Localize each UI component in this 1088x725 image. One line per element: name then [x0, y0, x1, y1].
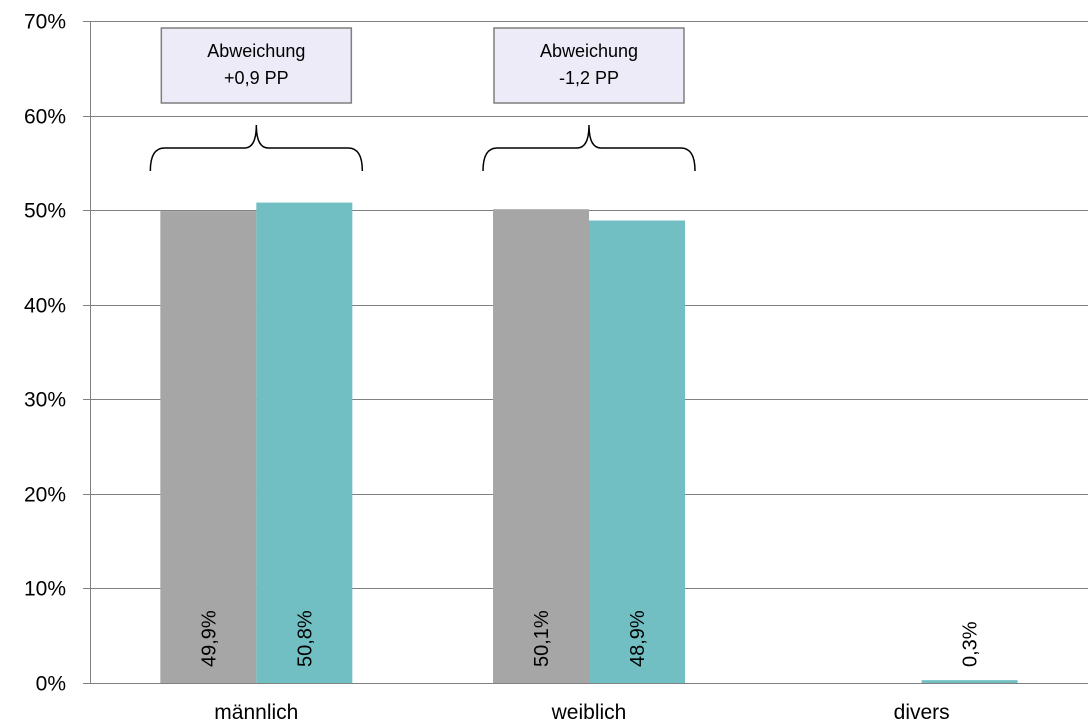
bar — [256, 202, 353, 683]
y-tick-label: 10% — [24, 578, 66, 601]
y-tick-label: 30% — [24, 389, 66, 412]
axes — [90, 21, 1088, 684]
category-label: divers — [894, 701, 950, 724]
y-tick-label: 50% — [24, 200, 66, 223]
y-tick-label: 0% — [36, 673, 66, 696]
x-axis-categories: männlich weiblich divers — [214, 701, 949, 724]
bars: 49,9% 50,8% 50,1% 48,9% 0,3% — [160, 202, 1018, 684]
category-label: männlich — [214, 701, 298, 724]
bar — [160, 211, 257, 684]
annotation: Abweichung +0,9 PP — [149, 27, 364, 172]
bar-data-label: 48,9% — [627, 610, 649, 667]
annotation-box — [160, 27, 353, 104]
bar-data-label: 49,9% — [198, 610, 220, 667]
y-tick-label: 70% — [24, 11, 66, 34]
annotation-text: +0,9 PP — [224, 68, 289, 88]
bar-data-label: 0,3% — [960, 621, 982, 667]
bar — [921, 680, 1018, 683]
bar — [589, 220, 685, 683]
annotation-text: Abweichung — [207, 41, 305, 61]
brace-icon — [149, 124, 364, 172]
annotation-text: Abweichung — [540, 41, 638, 61]
bar — [493, 209, 589, 683]
bar-data-label: 50,8% — [294, 610, 316, 667]
y-axis-ticks: 0% 10% 20% 30% 40% 50% 60% 70% — [24, 11, 66, 696]
category-label: weiblich — [551, 701, 627, 724]
y-tick-label: 60% — [24, 106, 66, 129]
annotation: Abweichung -1,2 PP — [482, 27, 696, 172]
annotations: Abweichung +0,9 PP Abweichung -1,2 PP — [149, 27, 696, 172]
y-tick-label: 40% — [24, 295, 66, 318]
annotation-text: -1,2 PP — [559, 68, 619, 88]
annotation-box — [493, 27, 685, 104]
y-tick-label: 20% — [24, 484, 66, 507]
brace-icon — [482, 124, 696, 172]
bar-data-label: 50,1% — [531, 610, 553, 667]
